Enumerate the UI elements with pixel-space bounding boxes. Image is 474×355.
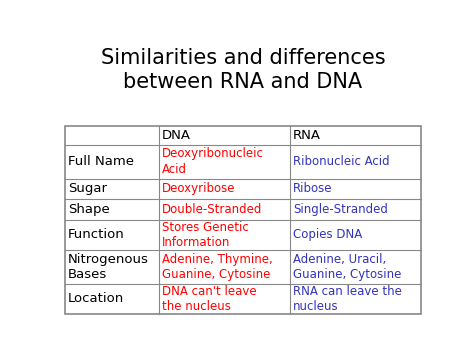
Text: Double-Stranded: Double-Stranded [162, 203, 263, 216]
Text: Deoxyribonucleic
Acid: Deoxyribonucleic Acid [162, 147, 264, 176]
Text: Deoxyribose: Deoxyribose [162, 182, 236, 195]
Text: Sugar: Sugar [68, 182, 107, 195]
Text: Single-Stranded: Single-Stranded [293, 203, 388, 216]
Text: Function: Function [68, 228, 125, 241]
Text: Adenine, Uracil,
Guanine, Cytosine: Adenine, Uracil, Guanine, Cytosine [293, 252, 401, 281]
Text: Adenine, Thymine,
Guanine, Cytosine: Adenine, Thymine, Guanine, Cytosine [162, 252, 273, 281]
Text: RNA: RNA [293, 129, 321, 142]
Bar [65, 126, 421, 314]
Text: Ribose: Ribose [293, 182, 332, 195]
Text: Ribonucleic Acid: Ribonucleic Acid [293, 155, 390, 168]
Text: Copies DNA: Copies DNA [293, 228, 362, 241]
Text: Shape: Shape [68, 203, 109, 216]
Text: Stores Genetic
Information: Stores Genetic Information [162, 220, 249, 249]
Text: Location: Location [68, 292, 124, 305]
Text: Similarities and differences
between RNA and DNA: Similarities and differences between RNA… [100, 48, 385, 92]
Text: Full Name: Full Name [68, 155, 134, 168]
Text: DNA: DNA [162, 129, 191, 142]
Text: DNA can't leave
the nucleus: DNA can't leave the nucleus [162, 285, 257, 313]
Text: RNA can leave the
nucleus: RNA can leave the nucleus [293, 285, 402, 313]
Text: Nitrogenous
Bases: Nitrogenous Bases [68, 252, 148, 281]
